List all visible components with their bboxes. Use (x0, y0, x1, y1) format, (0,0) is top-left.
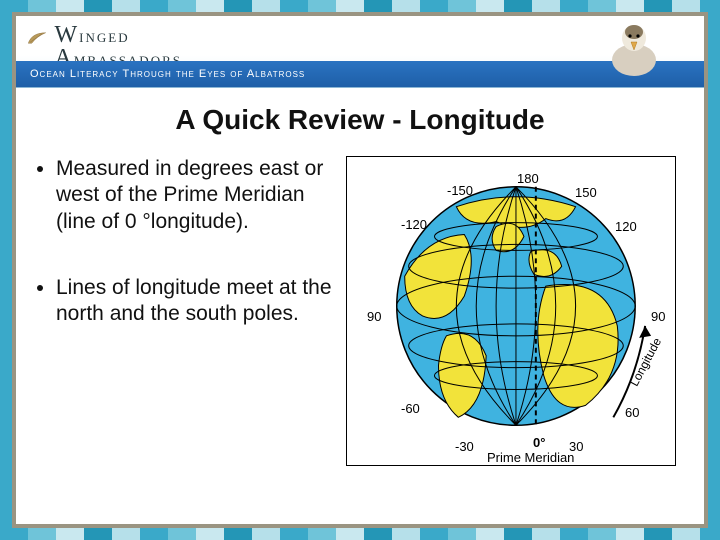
brand-line1-rest: inged (79, 26, 129, 46)
prime-meridian-label: Prime Meridian (487, 450, 574, 465)
degree-label: -120 (401, 217, 427, 232)
degree-label: 150 (575, 185, 597, 200)
bullet-item: Measured in degrees east or west of the … (56, 156, 334, 235)
degree-label: -60 (401, 401, 420, 416)
degree-label: 60 (625, 405, 639, 420)
bullet-list: Measured in degrees east or west of the … (34, 156, 334, 466)
slide-title: A Quick Review - Longitude (16, 104, 704, 136)
slide-header: Winged Ambassadors Ocean Literacy Throug… (16, 16, 704, 88)
degree-label: 90 (651, 309, 665, 324)
bullet-item: Lines of longitude meet at the north and… (56, 275, 334, 328)
degree-label: 30 (569, 439, 583, 454)
degree-label: 90 (367, 309, 381, 324)
zero-degree-label: 0° (533, 435, 545, 450)
degree-label: 120 (615, 219, 637, 234)
globe-figure: 0° Prime Meridian Longitude 180-150150-1… (346, 156, 676, 466)
feather-icon (26, 31, 48, 45)
degree-label: 180 (517, 171, 539, 186)
degree-label: -150 (447, 183, 473, 198)
degree-label: -30 (455, 439, 474, 454)
content-row: Measured in degrees east or west of the … (16, 136, 704, 466)
albatross-icon (594, 18, 674, 80)
